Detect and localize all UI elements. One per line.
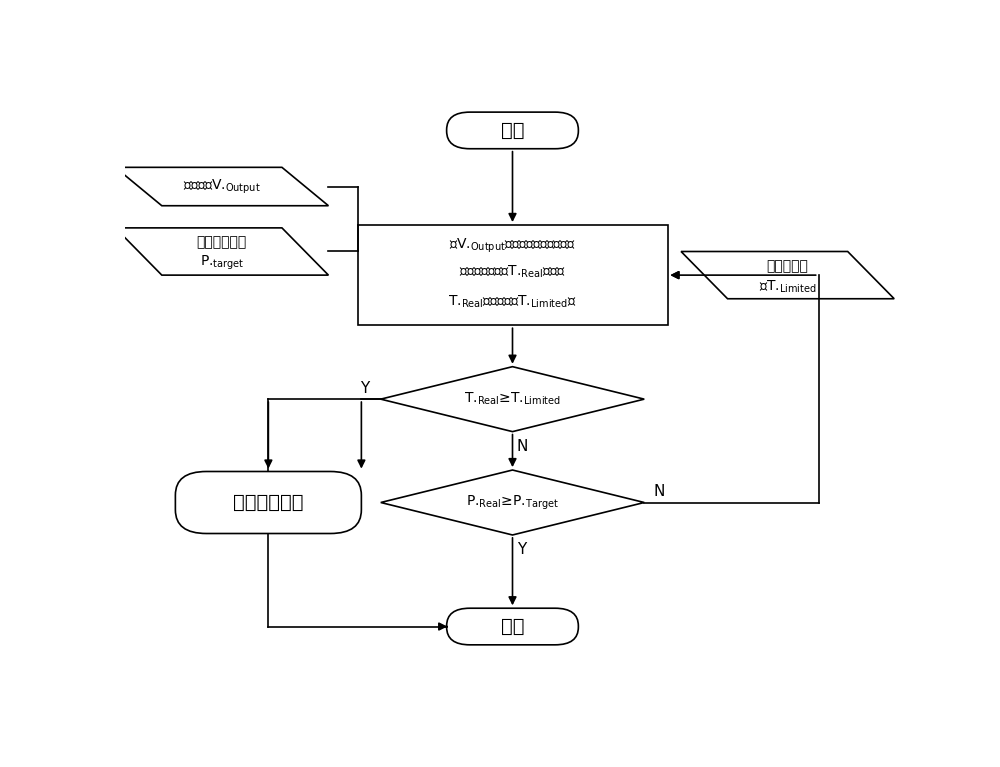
Bar (358, 225, 668, 325)
Polygon shape (115, 228, 328, 275)
FancyBboxPatch shape (175, 472, 361, 534)
Text: P.$_{\mathrm{Real}}$≥P.$_{\mathrm{Target}}$: P.$_{\mathrm{Real}}$≥P.$_{\mathrm{Target… (466, 493, 559, 512)
FancyBboxPatch shape (447, 608, 578, 645)
Text: 时间计时，记为T.$_{\mathrm{Real}}$。比较: 时间计时，记为T.$_{\mathrm{Real}}$。比较 (459, 264, 566, 281)
Text: 间T.$_{\mathrm{Limited}}$: 间T.$_{\mathrm{Limited}}$ (759, 278, 816, 295)
Polygon shape (115, 167, 328, 206)
Text: 结束: 结束 (501, 617, 524, 636)
Text: 开始: 开始 (501, 121, 524, 140)
Text: P.$_{\mathrm{target}}$: P.$_{\mathrm{target}}$ (200, 254, 244, 272)
Text: N: N (654, 485, 665, 499)
Text: Y: Y (517, 542, 526, 557)
Polygon shape (681, 252, 894, 299)
Text: Y: Y (360, 381, 369, 396)
Text: N: N (516, 439, 527, 454)
Text: 压制极限时: 压制极限时 (767, 259, 809, 273)
Text: 压制力目标值: 压制力目标值 (197, 235, 247, 249)
Text: 报警提示信息: 报警提示信息 (233, 493, 304, 512)
FancyBboxPatch shape (447, 112, 578, 149)
Text: T.$_{\mathrm{Real}}$与极限时间T.$_{\mathrm{Limited}}$。: T.$_{\mathrm{Real}}$与极限时间T.$_{\mathrm{Li… (448, 294, 577, 310)
Text: 压制速度V.$_{\mathrm{Output}}$: 压制速度V.$_{\mathrm{Output}}$ (183, 177, 261, 196)
Text: 以V.$_{\mathrm{Output}}$指令进行压制，对压制: 以V.$_{\mathrm{Output}}$指令进行压制，对压制 (449, 236, 576, 255)
Polygon shape (381, 470, 644, 535)
Polygon shape (381, 367, 644, 432)
Text: T.$_{\mathrm{Real}}$≥T.$_{\mathrm{Limited}}$: T.$_{\mathrm{Real}}$≥T.$_{\mathrm{Limite… (464, 391, 561, 407)
